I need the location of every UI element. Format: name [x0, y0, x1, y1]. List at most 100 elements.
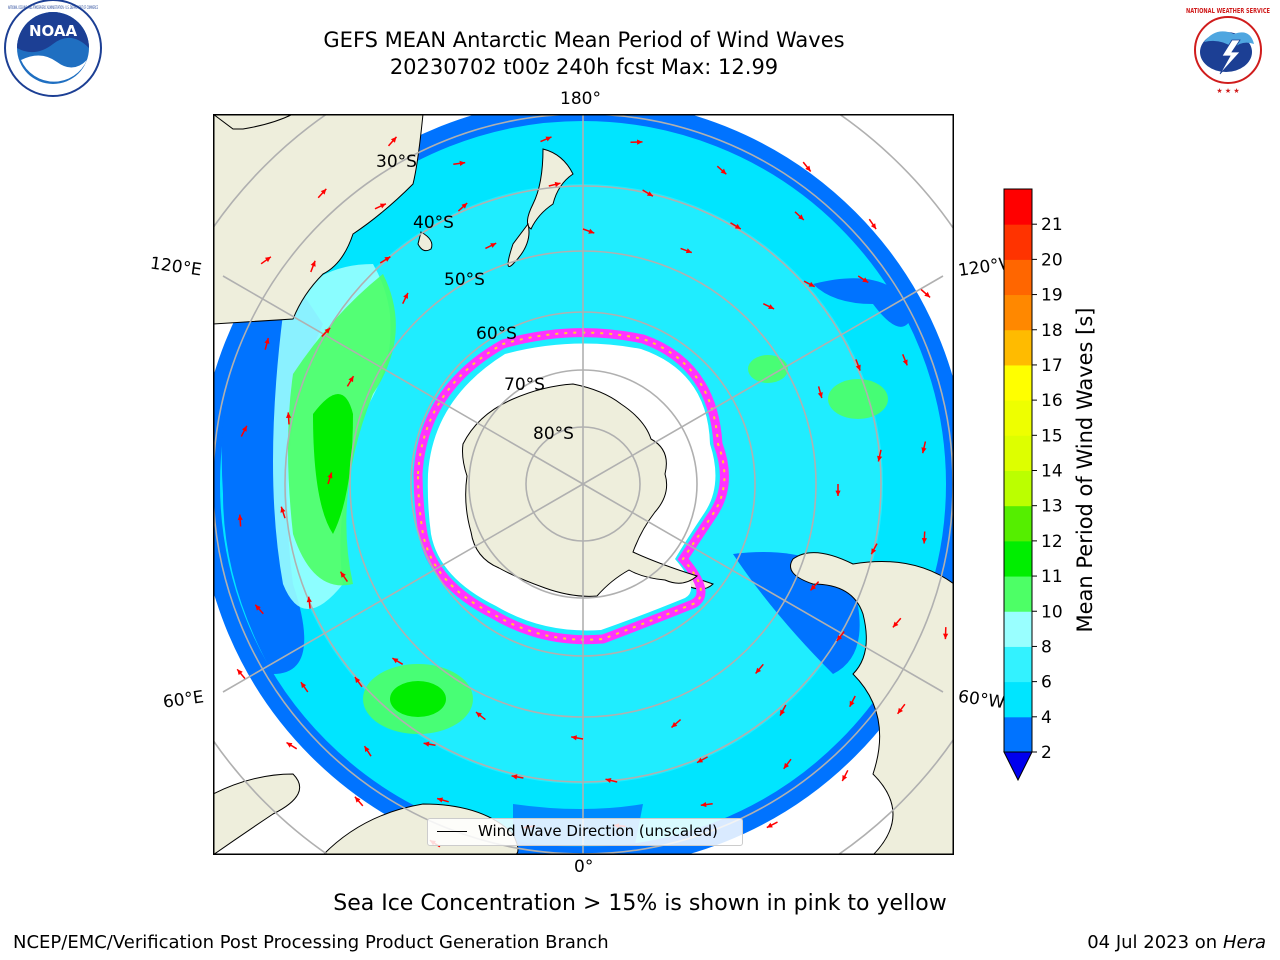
tasmania — [417, 231, 433, 252]
colorbar-bin — [1004, 400, 1032, 436]
antarctic-continent — [462, 383, 699, 597]
wave-direction-arrowhead — [685, 248, 692, 254]
wave-direction-arrowhead — [280, 506, 286, 513]
wave-direction-arrowhead — [403, 292, 408, 299]
colorbar-tick-label: 12 — [1041, 532, 1063, 552]
lon-label-60e: 60°E — [161, 687, 206, 713]
colorbar-tick-label: 13 — [1041, 497, 1063, 517]
wave-direction-arrowhead — [734, 223, 741, 229]
wave-direction-arrowhead — [348, 376, 354, 383]
colorbar-bin — [1004, 646, 1032, 683]
wave-direction-arrowhead — [286, 412, 292, 418]
wave-direction-arrowhead — [242, 425, 247, 432]
new-zealand-south — [507, 222, 530, 267]
period-patch-10-11 — [313, 394, 353, 534]
wave-direction-arrowhead — [459, 160, 466, 166]
wave-direction-arrowhead — [720, 168, 727, 175]
wave-direction-arrowhead — [798, 214, 804, 220]
colorbar-bin — [1004, 189, 1032, 225]
colorbar-bin — [1004, 681, 1032, 718]
wave-direction-arrowhead — [921, 447, 927, 454]
polar-map — [213, 114, 954, 855]
period-patch-southeast-pacific — [813, 278, 913, 327]
wave-direction-arrowhead — [354, 677, 361, 683]
wave-direction-arrowhead — [697, 757, 703, 763]
legend-label: Wind Wave Direction (unscaled) — [478, 822, 718, 840]
footer-date: 04 Jul 2023 on Hera — [1087, 932, 1266, 953]
wave-direction-arrowhead — [892, 621, 899, 628]
wind-wave-arrows — [236, 136, 949, 848]
wave-direction-arrowhead — [805, 165, 811, 172]
colorbar-tick-label: 8 — [1041, 637, 1052, 657]
wave-direction-arrowhead — [364, 746, 370, 752]
wave-direction-arrowhead — [461, 203, 468, 209]
lat-label-30s: 30°S — [376, 152, 417, 172]
lon-label-120e: 120°E — [148, 253, 203, 281]
colorbar-bin — [1004, 224, 1032, 260]
wave-direction-arrowhead — [300, 682, 307, 689]
colorbar-bin — [1004, 294, 1032, 331]
wave-direction-arrowhead — [327, 472, 333, 479]
noaa-logo: NOAA NATIONAL OCEANIC AND ATMOSPHERIC AD… — [4, 0, 102, 97]
wave-direction-arrowhead — [943, 633, 949, 640]
colorbar-bin — [1004, 329, 1032, 366]
colorbar-tick-label: 19 — [1041, 286, 1063, 306]
wave-direction-arrowhead — [836, 635, 843, 641]
wave-direction-arrowhead — [897, 707, 903, 714]
wave-direction-arrowhead — [862, 277, 869, 283]
colorbar-bin — [1004, 576, 1032, 612]
wave-direction-arrowhead — [780, 709, 785, 716]
new-zealand-north — [527, 148, 574, 230]
wave-direction-arrowhead — [646, 191, 653, 197]
lat-label-40s: 40°S — [413, 213, 454, 233]
wave-direction-arrowhead — [755, 667, 762, 674]
colorbar: 2 4 6 8 10 11 12 13 14 15 16 17 18 19 20 21 — [1003, 188, 1063, 782]
lon-label-180: 180° — [560, 89, 601, 109]
wave-direction-arrowhead — [808, 281, 815, 287]
colorbar-tick-label: 4 — [1041, 708, 1052, 728]
wave-direction-arrowhead — [255, 604, 261, 611]
wave-direction-arrowhead — [924, 291, 931, 298]
wave-direction-arrowhead — [265, 256, 271, 263]
wave-direction-arrowhead — [476, 712, 482, 718]
wave-direction-arrowhead — [379, 203, 386, 209]
wave-direction-arrowhead — [545, 136, 552, 142]
wave-direction-arrowhead — [810, 584, 817, 591]
wave-direction-arrowhead — [490, 243, 497, 248]
lat-label-50s: 50°S — [444, 270, 485, 290]
chart-title-line2: 20230702 t00z 240h fcst Max: 12.99 — [389, 55, 779, 79]
colorbar-bin — [1004, 435, 1032, 471]
colorbar-tick-label: 15 — [1041, 426, 1063, 446]
colorbar-tick-label: 2 — [1041, 743, 1052, 763]
colorbar-bin — [1004, 505, 1032, 542]
colorbar-bin — [1004, 470, 1032, 507]
footer-branch: NCEP/EMC/Verification Post Processing Pr… — [13, 932, 609, 953]
lon-label-0: 0° — [574, 857, 594, 877]
wave-direction-arrowhead — [324, 327, 331, 334]
wave-direction-arrowhead — [320, 188, 327, 195]
wave-direction-arrowhead — [264, 338, 270, 344]
lat-label-80s: 80°S — [533, 424, 574, 444]
wave-direction-arrowhead — [340, 571, 346, 578]
noaa-ring-text: NATIONAL OCEANIC AND ATMOSPHERIC ADMINIS… — [8, 5, 98, 11]
colorbar-tick-label: 17 — [1041, 356, 1063, 376]
colorbar-under-triangle — [1003, 751, 1033, 782]
wave-direction-arrowhead — [237, 514, 243, 521]
wave-direction-arrowhead — [768, 304, 775, 309]
wave-direction-arrowhead — [286, 742, 293, 748]
map-legend: Wind Wave Direction (unscaled) — [427, 818, 743, 846]
colorbar-tick-label: 14 — [1041, 462, 1063, 482]
wave-direction-arrowhead — [835, 490, 841, 496]
wave-direction-arrowhead — [437, 797, 443, 803]
wave-direction-arrowhead — [310, 260, 316, 267]
wave-direction-arrowhead — [306, 596, 312, 603]
footer-date-text: 04 Jul 2023 on — [1087, 932, 1223, 953]
colorbar-tick-label: 18 — [1041, 321, 1063, 341]
madagascar — [213, 773, 301, 855]
colorbar-bin — [1004, 364, 1032, 401]
wave-direction-arrowhead — [511, 774, 518, 780]
wave-direction-arrowhead — [855, 364, 861, 371]
wave-direction-arrowhead — [390, 136, 397, 143]
wave-direction-arrowhead — [877, 455, 883, 462]
lat-label-60s: 60°S — [476, 324, 517, 344]
